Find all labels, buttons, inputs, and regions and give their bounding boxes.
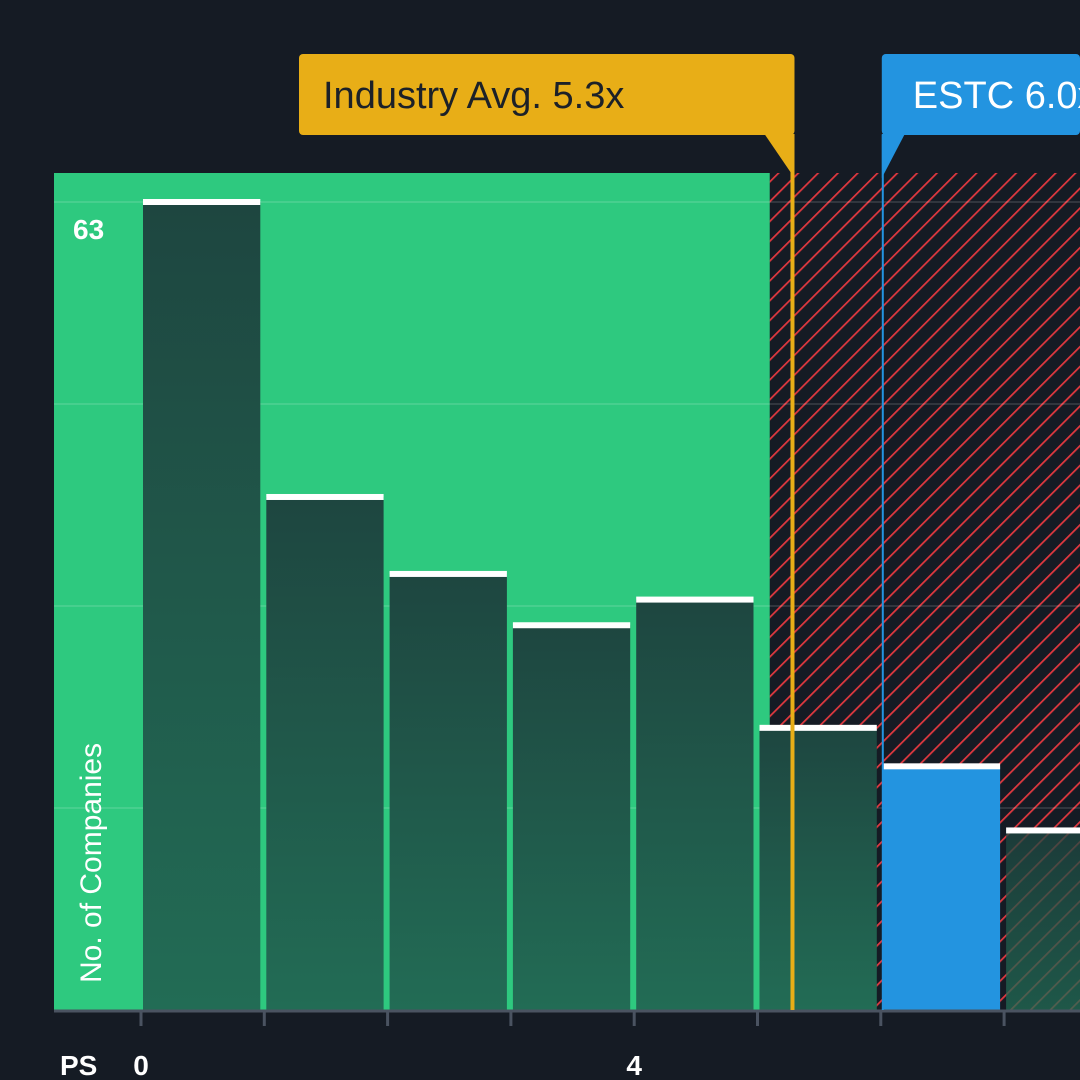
histogram-bar (512, 625, 631, 1010)
company-ps-label: ESTC 6.0x (913, 75, 1080, 117)
histogram-bar (1006, 830, 1080, 1010)
company-ps-label-box (881, 54, 1080, 135)
bar-top-cap (266, 493, 384, 500)
bar-top-cap (636, 596, 754, 603)
histogram-bar (636, 599, 754, 1010)
bar-top-cap (1006, 827, 1080, 834)
industry-avg-label: Industry Avg. 5.3x (323, 75, 624, 117)
bar-top-cap (389, 570, 507, 577)
bar-top-cap (882, 763, 1001, 770)
x-tick-label: 0 (133, 1050, 149, 1080)
bar-top-cap (759, 724, 877, 731)
histogram-bar (389, 573, 507, 1010)
industry-avg-label-box (299, 54, 795, 135)
company-bin-bar (882, 766, 1001, 1010)
y-top-value-label: 63 (73, 214, 104, 245)
y-axis-title: No. of Companies (75, 743, 108, 983)
industry-avg-pointer (764, 134, 795, 178)
x-axis-metric-label: PS (60, 1050, 97, 1080)
histogram-bar (266, 496, 384, 1010)
histogram-bar (759, 727, 877, 1010)
x-tick-label: 4 (626, 1050, 642, 1080)
company-ps-pointer (881, 134, 905, 178)
bar-top-cap (512, 622, 631, 629)
histogram-bar (143, 202, 261, 1010)
bar-top-cap (143, 199, 261, 205)
